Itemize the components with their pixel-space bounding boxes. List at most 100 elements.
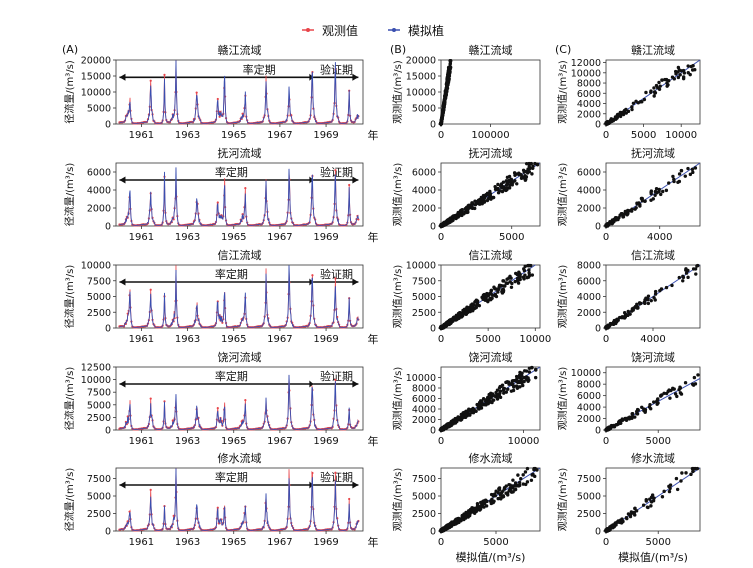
scatter-point (524, 369, 529, 373)
scatter-point (674, 476, 679, 481)
scatter-point (439, 117, 444, 121)
scatter-point (455, 517, 460, 521)
scatter-point (612, 217, 616, 222)
scatter-point (508, 280, 512, 284)
ts-chart-3: 信江流域 0 2500 5000 7500 10000 1961 1963 1965 1967 19… (63, 248, 379, 346)
ts-y-tick-label: 6000 (87, 168, 111, 179)
ts-y-tick-label: 10000 (81, 88, 111, 99)
scatter-point (474, 299, 478, 303)
scatter-point (490, 393, 494, 398)
scatter-point (457, 417, 461, 422)
scatter-point (451, 218, 455, 222)
scatter-y-tick-label: 15000 (406, 72, 436, 83)
scatter-frame (440, 162, 541, 227)
scatter-point (633, 513, 637, 517)
scatter-point (463, 516, 468, 520)
ts-x-tick-label: 1961 (129, 537, 154, 548)
scatter-title: 抚河流域 (631, 146, 675, 160)
scatter-point (625, 516, 629, 521)
ts-y-tick-label: 2500 (87, 509, 111, 520)
scatter-y-tick-label: 6000 (577, 276, 601, 287)
scatter-point (664, 285, 669, 290)
validation-arrowhead (352, 380, 359, 388)
scatter-point (502, 391, 506, 395)
scatter-point (677, 275, 681, 280)
scatter-point (640, 405, 644, 409)
scatter-y-tick-label: 10000 (406, 373, 436, 384)
observed-point (126, 415, 129, 418)
scatter-point (512, 484, 517, 488)
simulated-series-line (119, 374, 359, 430)
scatter-point (521, 275, 526, 279)
scatter-point (661, 189, 665, 194)
scatter-point (672, 177, 676, 182)
scatter-point (660, 78, 664, 82)
calibration-arrowhead (309, 481, 314, 489)
scatter-point (652, 400, 656, 404)
scatter-point (439, 428, 444, 432)
scatter-point (664, 188, 669, 193)
observed-point (149, 79, 152, 82)
scatter-point (446, 422, 450, 427)
scatter-point (445, 82, 449, 87)
scatter-point (500, 189, 505, 194)
ts-title: 赣江流域 (218, 43, 262, 57)
scatter-point (473, 203, 478, 207)
ts-title: 修水流域 (218, 451, 262, 465)
scatter-point (460, 516, 465, 520)
ts-x-tick-label: 1967 (267, 537, 292, 548)
ts-y-tick-label: 20000 (81, 56, 111, 67)
scatter-x-tick-label: 0 (438, 232, 444, 243)
scatter-point (525, 466, 530, 471)
scatter-point (638, 301, 642, 306)
scatter-point (519, 377, 524, 382)
scatter-y-tick-label: 4000 (577, 292, 601, 303)
scatter-point (695, 264, 699, 268)
ts-x-tick-label: 1963 (175, 436, 200, 447)
scatter-point (467, 203, 471, 207)
observed-point (241, 112, 244, 115)
scatter-frame (605, 467, 701, 532)
calibration-arrowhead (119, 73, 126, 81)
scatter-point (623, 111, 627, 115)
scatter-point (681, 76, 686, 81)
ts-x-tick-label: 1963 (175, 537, 200, 548)
scatter-point (658, 394, 663, 398)
scatter-point (445, 79, 449, 83)
ts-x-tick-label: 1969 (313, 537, 338, 548)
scatter-point (610, 221, 614, 226)
scatter-point (535, 163, 540, 167)
scatter-y-tick-label: 0 (595, 222, 601, 233)
scatter-title: 赣江流域 (469, 43, 513, 57)
scatter-point (611, 524, 615, 528)
scatter-point (653, 289, 658, 294)
scatter-point (510, 183, 514, 187)
ts-x-tick-label: 1963 (175, 130, 200, 141)
scatter-point (615, 217, 619, 222)
scatter-x-tick-label: 0 (438, 334, 444, 345)
observed-point (334, 277, 337, 280)
scatter-point (608, 120, 613, 124)
scatter-point (486, 293, 491, 297)
scatter-point (527, 263, 531, 268)
scatter-point (488, 399, 492, 403)
validation-arrowhead (352, 481, 359, 489)
scatter-y-tick-label: 6000 (577, 391, 601, 402)
observed-point (218, 115, 221, 118)
scatter-point (683, 381, 688, 385)
scatter-point (618, 111, 622, 115)
validation-label: 验证期 (320, 470, 353, 484)
scatter-point (686, 166, 690, 171)
scatter-point (612, 423, 616, 428)
scatter-point (474, 409, 478, 413)
scatter-point (681, 279, 685, 283)
ts-x-tick-label: 1969 (313, 436, 338, 447)
scatter-y-tick-label: 5000 (412, 104, 436, 115)
scatter-point (643, 301, 647, 306)
scatter-point (529, 161, 533, 166)
scatter-y-tick-label: 8000 (577, 261, 601, 272)
scatter-y-tick-label: 7500 (577, 474, 601, 485)
scatter-y-axis-label: 观测值/(m³/s) (556, 468, 569, 532)
scatter-point (527, 169, 532, 174)
